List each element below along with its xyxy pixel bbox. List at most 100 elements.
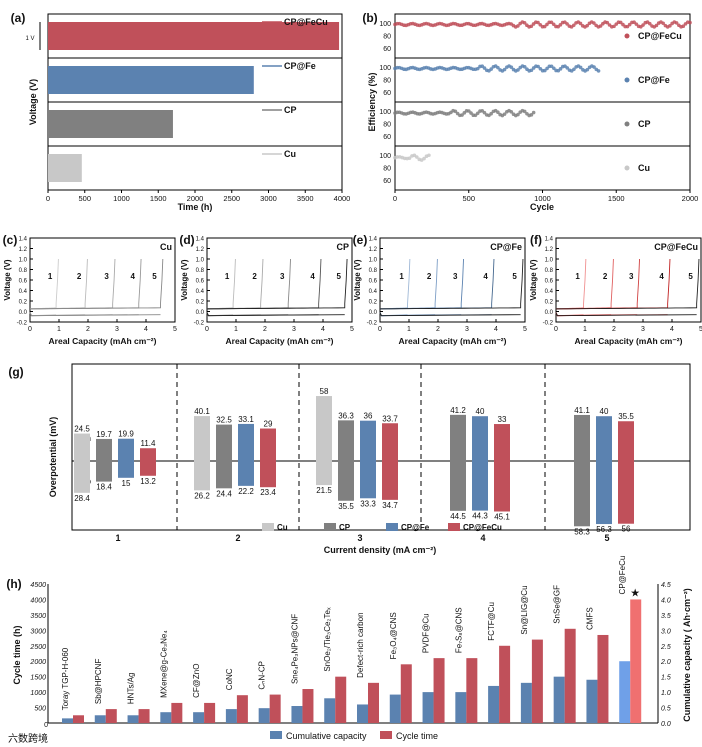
x-axis-title: Areal Capacity (mAh cm⁻²) xyxy=(226,336,334,346)
x-tick-label: 500 xyxy=(78,194,91,203)
data-label: 34.7 xyxy=(382,501,398,510)
charge-curve-5 xyxy=(206,258,348,310)
category-label: FCTF@Cu xyxy=(487,602,496,641)
bar-cumulative-capacity xyxy=(488,685,500,723)
charge-curve-1 xyxy=(206,258,236,310)
bar-eta-n-CP@FeCu xyxy=(382,423,398,461)
y-tick-label: 500 xyxy=(34,706,46,713)
bar-eta-p-CP@FeCu xyxy=(494,461,510,512)
y-tick-label: 0.6 xyxy=(196,279,205,285)
data-label: 40.1 xyxy=(194,407,210,416)
bar-eta-n-CP@Fe xyxy=(472,416,488,461)
bar-cycle-time xyxy=(171,702,183,723)
efficiency-point-CP@Fe xyxy=(496,65,500,70)
x-tick-label: 1500 xyxy=(150,194,167,203)
curve-label: 2 xyxy=(427,272,432,281)
bar-cycle-time xyxy=(400,664,412,723)
x-tick-label: 4 xyxy=(494,326,498,333)
data-label: 58 xyxy=(320,387,329,396)
y-tick-label: 1.2 xyxy=(19,247,28,253)
bar-cycle-time xyxy=(204,702,216,723)
charge-curve-3 xyxy=(555,258,640,310)
efficiency-point-CP@FeCu xyxy=(558,23,563,27)
bar-cumulative-capacity xyxy=(127,715,139,723)
x-tick-label: 2000 xyxy=(682,194,699,203)
y-tick-label: 3500 xyxy=(30,613,46,620)
efficiency-point-CP xyxy=(522,109,527,114)
y-tick-label: 0.0 xyxy=(196,310,205,316)
y-tick-label: 1500 xyxy=(30,675,46,682)
y-tick-label: 1.2 xyxy=(369,247,378,253)
legend-CP@FeCu: CP@FeCu xyxy=(463,523,502,532)
curve-label: 1 xyxy=(575,272,580,281)
legend-CP@Fe: CP@Fe xyxy=(401,523,430,532)
y-tick-label: 0.8 xyxy=(196,268,205,274)
x-tick-label: 4 xyxy=(670,326,674,333)
x-tick-label: 2 xyxy=(86,326,90,333)
category-label: CMFS xyxy=(585,607,594,630)
bar-eta-p-Cu xyxy=(74,461,90,493)
data-label: 45.1 xyxy=(494,513,510,522)
x-tick-label: 5 xyxy=(350,326,354,333)
efficiency-point-CP@FeCu xyxy=(522,21,527,25)
y-tick-label: 1.4 xyxy=(369,237,378,243)
legend-marker-Cu xyxy=(624,165,630,171)
data-label: 33.3 xyxy=(360,499,376,508)
data-label: 19.9 xyxy=(118,430,134,439)
x-tick-label: 3500 xyxy=(297,194,314,203)
efficiency-point-Cu xyxy=(422,156,426,161)
efficiency-point-CP xyxy=(516,112,520,117)
legend-marker-CP xyxy=(624,121,630,127)
bar-cumulative-capacity xyxy=(324,698,336,723)
y-tick-label: 100 xyxy=(379,65,391,72)
bar-cycle-time xyxy=(499,645,511,723)
data-label: 44.5 xyxy=(450,512,466,521)
y-axis-title-b: Efficiency (%) xyxy=(367,72,377,131)
efficiency-point-CP@FeCu xyxy=(668,24,672,28)
category-label: Fe₃O₄@CNS xyxy=(389,612,398,659)
y2-tick-label: 4.0 xyxy=(661,597,671,604)
efficiency-point-CP@Fe xyxy=(516,68,520,72)
y-tick-label: 0.4 xyxy=(369,289,378,295)
efficiency-point-CP@FeCu xyxy=(542,24,547,29)
efficiency-point-Cu xyxy=(415,155,419,159)
data-label: 24.4 xyxy=(216,489,232,498)
efficiency-point-CP xyxy=(466,109,471,113)
bar-cycle-time xyxy=(531,639,543,723)
y2-tick-label: 3.0 xyxy=(661,628,671,635)
curve-label: 5 xyxy=(512,272,517,281)
efficiency-point-CP@FeCu xyxy=(612,24,616,29)
x-axis-title: Areal Capacity (mAh cm⁻²) xyxy=(399,336,507,346)
y-tick-label: 80 xyxy=(383,166,391,173)
efficiency-point-CP xyxy=(482,110,487,115)
y-tick-label: 0.8 xyxy=(369,268,378,274)
data-label: 44.3 xyxy=(472,512,488,521)
efficiency-point-CP@FeCu xyxy=(681,24,686,28)
charge-curve-5 xyxy=(29,258,164,310)
data-label: 33 xyxy=(498,415,507,424)
curve-label: 2 xyxy=(252,272,257,281)
y-tick-label: 1.4 xyxy=(19,237,28,243)
plot-frame-g xyxy=(71,363,691,531)
efficiency-point-CP@FeCu xyxy=(627,22,632,27)
y2-tick-label: 0.5 xyxy=(661,706,671,713)
efficiency-point-CP@FeCu xyxy=(516,24,520,28)
efficiency-point-CP xyxy=(453,109,458,114)
bar-eta-n-CP@FeCu xyxy=(140,448,156,461)
x-tick-label: 2 xyxy=(612,326,616,333)
x-axis-title: Areal Capacity (mAh cm⁻²) xyxy=(49,336,157,346)
x-tick-label: 3 xyxy=(641,326,645,333)
y-tick-label: 0.6 xyxy=(19,279,28,285)
efficiency-point-CP@Fe xyxy=(543,68,547,73)
legend-label: Cycle time xyxy=(396,731,438,741)
bar-cumulative-capacity xyxy=(160,712,172,723)
x-tick-label: 2000 xyxy=(187,194,204,203)
y2-tick-label: 1.0 xyxy=(661,690,671,697)
bar-cumulative-capacity xyxy=(357,704,368,723)
bar-eta-n-Cu xyxy=(74,433,90,461)
y-tick-label: -0.2 xyxy=(194,321,205,327)
efficiency-point-CP xyxy=(509,110,514,114)
x-axis-title-b: Cycle xyxy=(530,202,554,212)
efficiency-point-Cu xyxy=(407,156,412,160)
y-tick-label: 0.6 xyxy=(369,279,378,285)
